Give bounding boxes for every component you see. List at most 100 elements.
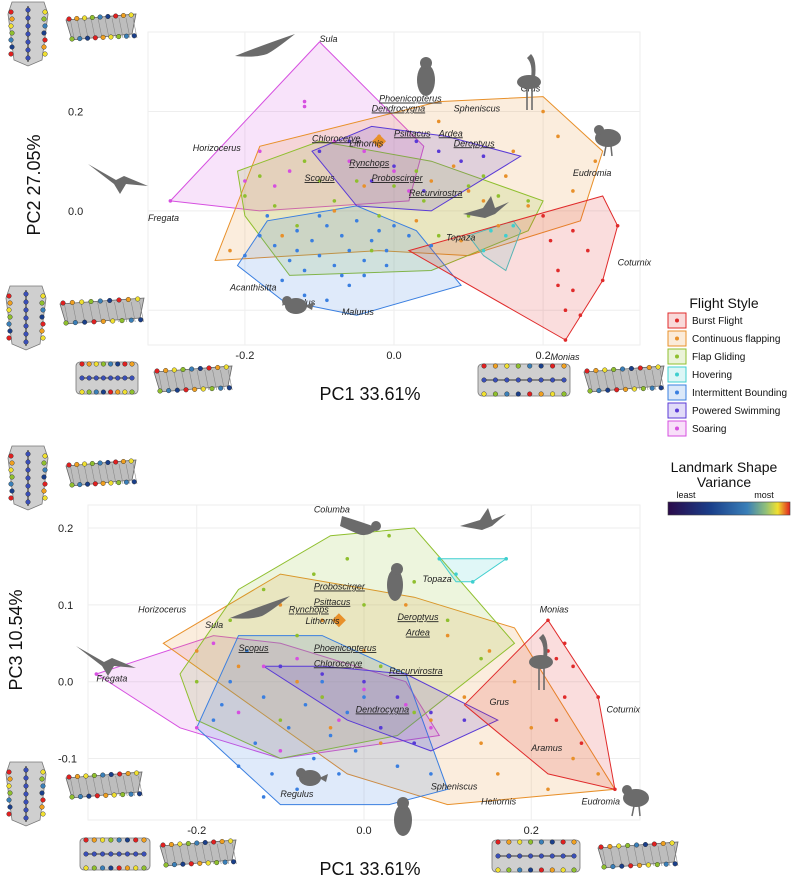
panel1-point-soaring [243, 179, 247, 183]
panel2-point-intermittent-bounding [270, 772, 274, 776]
spheniscus-silhouette-2 [394, 797, 412, 836]
panel1-point-burst-flight [586, 248, 590, 253]
panel2-taxon-label: Columba [314, 505, 350, 515]
panel2-taxon-label: Proboscirger [314, 582, 366, 592]
legend-item-label: Hovering [692, 370, 732, 381]
panel2-point-powered-swimming [462, 718, 467, 722]
panel2-hull-burst-flight [463, 619, 616, 790]
panel1-point-soaring [347, 159, 352, 163]
sternum-top-view [79, 837, 151, 871]
panel2-point-soaring [236, 710, 241, 715]
panel2-point-flap-gliding [228, 618, 232, 623]
panel1-point-continuous-flapping [332, 209, 337, 213]
panel1-point-intermittent-bounding [317, 214, 322, 218]
legend-item-label: Continuous flapping [692, 334, 780, 345]
panel2-point-powered-swimming [429, 710, 433, 715]
panel2-taxon-label: Eudromia [581, 797, 620, 807]
panel2-point-flap-gliding [378, 664, 383, 669]
panel1-taxon-label: Proboscirger [372, 173, 424, 183]
panel1-point-flap-gliding [466, 184, 471, 188]
panel1-point-soaring [168, 199, 173, 203]
panel1-point-flap-gliding [392, 184, 396, 188]
panel1-point-continuous-flapping [451, 164, 456, 168]
panel1-point-soaring [302, 99, 307, 104]
sternum-side-view [597, 840, 679, 870]
sula-silhouette-2 [230, 596, 290, 619]
panel1-point-continuous-flapping [593, 159, 598, 163]
panel1-x-tick-label: -0.2 [235, 350, 254, 362]
spheniscus-silhouette [417, 57, 435, 96]
panel1-x-tick-label: 0.0 [386, 350, 401, 362]
panel2-taxon-label: Horizocerus [138, 605, 187, 615]
colorbar-high-label: most [754, 490, 774, 500]
panel1-point-intermittent-bounding [295, 248, 299, 253]
sternum-shape-illustrations [5, 1, 679, 873]
panel2-point-intermittent-bounding [228, 679, 232, 684]
panel1-point-flap-gliding [436, 233, 441, 238]
panel1-point-soaring [287, 169, 292, 173]
panel1-hull-soaring [169, 41, 425, 212]
panel2-taxon-label: Monias [540, 605, 570, 615]
panel2-x-tick-label: 0.2 [524, 825, 539, 837]
panel2-point-soaring [362, 687, 366, 692]
panel1-point-powered-swimming [481, 154, 486, 159]
sternum-side-view [153, 364, 233, 394]
panel2-point-continuous-flapping [236, 664, 241, 669]
panel2-point-intermittent-bounding [337, 772, 341, 776]
sternum-side-view [65, 458, 138, 488]
panel1-point-flap-gliding [414, 169, 419, 173]
panel1-point-hovering [511, 223, 516, 228]
panel2-taxon-label: Regulus [280, 789, 314, 799]
legend-item-label: Intermittent Bounding [692, 388, 787, 399]
panel1-point-continuous-flapping [362, 184, 366, 188]
panel2-point-intermittent-bounding [220, 702, 224, 707]
panel2-point-continuous-flapping [429, 718, 433, 722]
panel1-point-hovering [504, 233, 508, 238]
panel2-taxon-label: Grus [489, 697, 509, 707]
panel2-point-continuous-flapping [328, 726, 333, 730]
panel1-point-continuous-flapping [459, 238, 463, 243]
panel2-point-continuous-flapping [404, 603, 408, 607]
panel2-point-soaring [295, 656, 299, 661]
panel1-point-intermittent-bounding [272, 243, 277, 248]
panel2-taxon-label: Spheniscus [431, 781, 478, 791]
panel1-point-flap-gliding [354, 179, 359, 183]
grus-silhouette-2 [529, 634, 553, 690]
panel2-point-soaring [211, 641, 216, 646]
panel2-point-intermittent-bounding [261, 795, 266, 799]
panel2-point-burst-flight [562, 641, 567, 646]
panel1-point-powered-swimming [414, 139, 419, 144]
panel1-lithornis-marker [372, 134, 387, 149]
panel1-point-burst-flight [571, 228, 575, 233]
panel2-point-burst-flight [562, 695, 567, 699]
panel2-taxon-label: Dendrocygna [356, 704, 410, 714]
panel2-point-powered-swimming [362, 679, 366, 684]
panel1-point-intermittent-bounding [362, 273, 366, 278]
panel2-point-intermittent-bounding [211, 718, 216, 722]
panel1-point-intermittent-bounding [340, 233, 344, 238]
panel1-point-soaring [302, 104, 307, 109]
panel1-hull-burst-flight [407, 195, 619, 341]
panel1-point-flap-gliding [377, 214, 381, 218]
panel2-point-intermittent-bounding [236, 764, 241, 769]
panel2-point-flap-gliding [445, 618, 450, 623]
panel1-point-continuous-flapping [556, 134, 560, 139]
panel1-point-intermittent-bounding [243, 253, 247, 258]
panel2-point-flap-gliding [362, 603, 366, 607]
panel2-point-burst-flight [613, 787, 617, 792]
panel2-point-flap-gliding [261, 587, 266, 592]
panel2-hull-flap-gliding [179, 527, 516, 760]
panel2-point-continuous-flapping [295, 679, 299, 684]
panel1-point-continuous-flapping [481, 199, 486, 203]
panel2-point-powered-swimming [378, 726, 383, 730]
panel2-y-axis-label: PC3 10.54% [6, 589, 26, 690]
sternum-side-view [65, 12, 138, 42]
panel2-point-powered-swimming [278, 664, 283, 669]
panel1-point-burst-flight [563, 308, 568, 313]
panel2-point-powered-swimming [395, 695, 400, 699]
panel1-point-powered-swimming [317, 149, 322, 154]
psittacus-silhouette [387, 563, 403, 601]
panel2-point-soaring [337, 718, 341, 722]
panel2-y-tick-label: -0.1 [58, 754, 77, 766]
eudromia-silhouette-2 [622, 785, 649, 817]
